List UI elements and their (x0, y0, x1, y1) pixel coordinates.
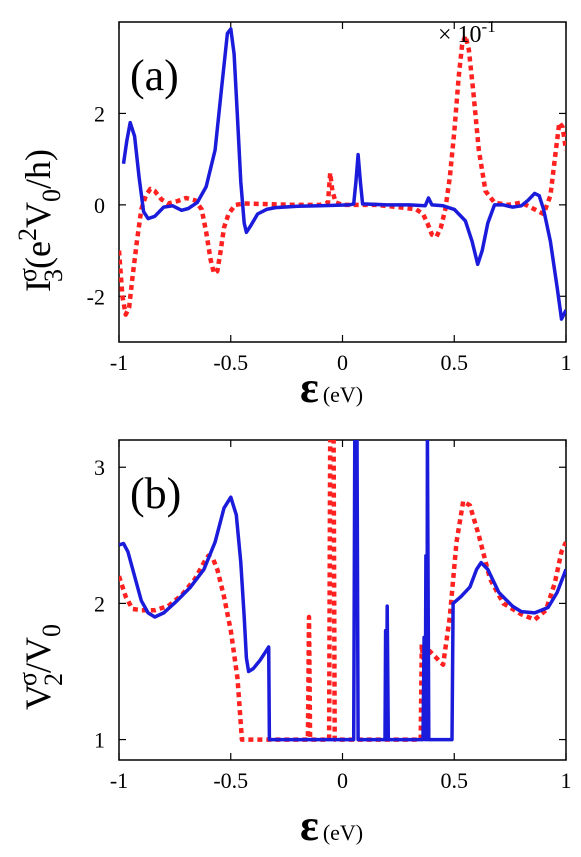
ylabel-sup: σ (13, 672, 42, 686)
ylabel-main: I (18, 280, 58, 292)
y-tick-label: 2 (94, 591, 105, 616)
xlabel-unit: (eV) (323, 382, 363, 407)
panel-a-ticks: -1 -0.5 0 0.5 1 -2 0 2 (87, 22, 572, 375)
ylabel-paren: (e (18, 241, 58, 269)
xlabel-epsilon: ε (300, 801, 319, 850)
ylabel-sub: 3 (39, 269, 68, 282)
x-tick-label: 0 (337, 768, 348, 793)
xlabel-unit: (eV) (323, 820, 363, 845)
panel-a-ylabel: Iσ3(e2V0/h) (13, 149, 68, 292)
x-tick-label: 0.5 (441, 768, 469, 793)
panel-b-label: (b) (130, 469, 181, 518)
y-tick-label: 2 (94, 101, 105, 126)
panel-a-series (119, 27, 566, 321)
ylabel-sub: 2 (39, 673, 68, 686)
panel-a-label: (a) (130, 51, 179, 100)
panel-a-multiplier: × 10-1 (438, 17, 496, 48)
panel-a-frame (118, 21, 567, 343)
panel-b-series (119, 440, 566, 742)
x-tick-label: 0 (337, 350, 348, 375)
ylabel-main: V (18, 684, 58, 710)
ylabel-v: V (18, 202, 58, 228)
x-tick-label: 0.5 (441, 350, 469, 375)
panel-b-xlabel: ε (eV) (300, 801, 363, 850)
x-tick-label: 1 (561, 768, 572, 793)
series-dotted-red (119, 440, 566, 742)
x-tick-label: -0.5 (213, 350, 248, 375)
multiplier-base: × 10 (438, 22, 482, 48)
panel-b-frame (118, 439, 567, 761)
series-solid-blue (121, 27, 566, 321)
series-solid-blue (119, 440, 566, 742)
ylabel-tailsub: 0 (37, 624, 66, 637)
y-tick-label: -2 (87, 284, 105, 309)
panel-b-ylabel: Vσ2/V0 (13, 624, 68, 710)
panel-a: -1 -0.5 0 0.5 1-202 (a) × 10-1 ε (eV) Iσ3(e2V… (13, 17, 572, 412)
multiplier-exponent: -1 (482, 17, 496, 36)
panel-a-xlabel: ε (eV) (300, 363, 363, 412)
x-tick-label: 1 (561, 350, 572, 375)
x-tick-label: -0.5 (213, 768, 248, 793)
xlabel-epsilon: ε (300, 363, 319, 412)
ylabel-tail: /h) (18, 149, 58, 189)
ylabel-vsub: 0 (37, 189, 66, 202)
series-dotted-red (119, 33, 566, 317)
y-tick-label: 3 (94, 455, 105, 480)
panel-b-ticks: -1 -0.5 0 0.5 1 1 2 3 (94, 440, 572, 793)
ylabel-psup: 2 (13, 228, 42, 241)
ylabel-tail: /V (18, 637, 58, 673)
y-tick-label: 0 (94, 193, 105, 218)
ylabel-sup: σ (13, 268, 42, 282)
x-tick-label: -1 (110, 768, 128, 793)
x-tick-label: -1 (110, 350, 128, 375)
y-tick-label: 1 (94, 728, 105, 753)
